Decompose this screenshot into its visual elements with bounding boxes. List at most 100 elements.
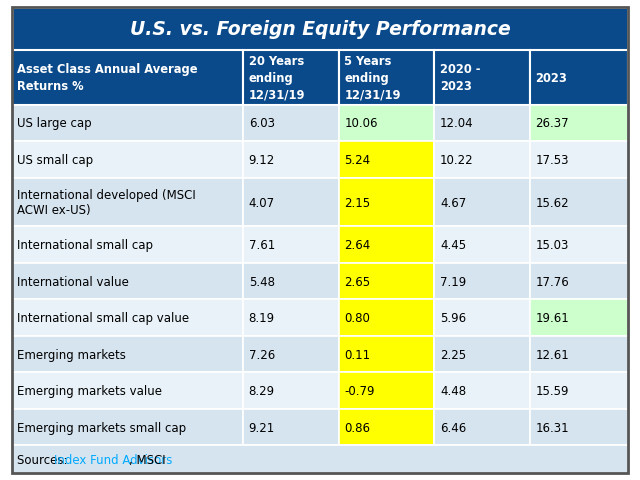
Bar	[434, 372, 530, 409]
Text: 6.46: 6.46	[440, 420, 466, 433]
Text: 15.59: 15.59	[536, 384, 569, 397]
Bar	[339, 409, 434, 445]
Bar	[434, 227, 530, 264]
Bar	[243, 372, 339, 409]
Text: 2020 -
2023: 2020 - 2023	[440, 63, 481, 93]
Text: 7.61: 7.61	[249, 239, 275, 252]
Text: 2.65: 2.65	[344, 275, 371, 288]
Text: 5.96: 5.96	[440, 312, 466, 324]
Text: -0.79: -0.79	[344, 384, 375, 397]
Bar	[530, 336, 628, 372]
Text: 5.24: 5.24	[344, 154, 371, 167]
Text: International small cap: International small cap	[17, 239, 154, 252]
Bar	[434, 336, 530, 372]
Bar	[243, 142, 339, 178]
Text: 6.03: 6.03	[249, 117, 275, 130]
Text: 0.80: 0.80	[344, 312, 370, 324]
Bar	[12, 336, 243, 372]
Text: Emerging markets value: Emerging markets value	[17, 384, 163, 397]
Text: 12.04: 12.04	[440, 117, 474, 130]
Bar	[339, 50, 434, 106]
Text: 2.15: 2.15	[344, 196, 371, 209]
Bar	[12, 227, 243, 264]
Bar	[12, 50, 243, 106]
Text: US small cap: US small cap	[17, 154, 93, 167]
Bar	[434, 50, 530, 106]
Bar	[12, 409, 243, 445]
Bar	[530, 227, 628, 264]
Text: 0.86: 0.86	[344, 420, 371, 433]
Text: Emerging markets: Emerging markets	[17, 348, 126, 361]
Bar	[434, 178, 530, 227]
Text: 4.67: 4.67	[440, 196, 466, 209]
Bar	[243, 336, 339, 372]
Bar	[12, 106, 243, 142]
Text: 8.29: 8.29	[249, 384, 275, 397]
Bar	[530, 106, 628, 142]
Bar	[339, 300, 434, 336]
Text: Index Fund Advisors: Index Fund Advisors	[54, 453, 172, 466]
Text: 26.37: 26.37	[536, 117, 569, 130]
Text: 2.64: 2.64	[344, 239, 371, 252]
Text: 4.48: 4.48	[440, 384, 466, 397]
Bar	[530, 372, 628, 409]
Text: 7.19: 7.19	[440, 275, 466, 288]
Bar	[434, 300, 530, 336]
Bar	[12, 8, 628, 50]
Text: 2023: 2023	[536, 72, 568, 84]
Bar	[434, 142, 530, 178]
Text: 8.19: 8.19	[249, 312, 275, 324]
Text: U.S. vs. Foreign Equity Performance: U.S. vs. Foreign Equity Performance	[130, 20, 510, 39]
Bar	[339, 336, 434, 372]
Bar	[243, 264, 339, 300]
Bar	[339, 227, 434, 264]
Bar	[12, 300, 243, 336]
Bar	[243, 227, 339, 264]
Text: 4.45: 4.45	[440, 239, 466, 252]
Bar	[243, 300, 339, 336]
Bar	[243, 178, 339, 227]
Bar	[530, 300, 628, 336]
Text: Emerging markets small cap: Emerging markets small cap	[17, 420, 186, 433]
Text: International developed (MSCI
ACWI ex-US): International developed (MSCI ACWI ex-US…	[17, 189, 196, 216]
Text: 0.11: 0.11	[344, 348, 371, 361]
Text: 4.07: 4.07	[249, 196, 275, 209]
Text: 15.03: 15.03	[536, 239, 569, 252]
Bar	[530, 409, 628, 445]
Text: 16.31: 16.31	[536, 420, 569, 433]
Text: 9.12: 9.12	[249, 154, 275, 167]
Bar	[339, 106, 434, 142]
Bar	[243, 409, 339, 445]
Text: 5.48: 5.48	[249, 275, 275, 288]
Bar	[243, 50, 339, 106]
Bar	[530, 178, 628, 227]
Bar	[12, 372, 243, 409]
Text: 17.76: 17.76	[536, 275, 569, 288]
Bar	[530, 142, 628, 178]
Text: 17.53: 17.53	[536, 154, 569, 167]
Text: 15.62: 15.62	[536, 196, 569, 209]
Bar	[434, 409, 530, 445]
Bar	[434, 264, 530, 300]
Text: 7.26: 7.26	[249, 348, 275, 361]
Text: 2.25: 2.25	[440, 348, 466, 361]
Bar	[12, 445, 628, 473]
Text: 5 Years
ending
12/31/19: 5 Years ending 12/31/19	[344, 55, 401, 101]
Text: Sources:: Sources:	[17, 453, 72, 466]
Text: 19.61: 19.61	[536, 312, 569, 324]
Bar	[339, 264, 434, 300]
Text: 10.22: 10.22	[440, 154, 474, 167]
Bar	[434, 106, 530, 142]
Bar	[339, 372, 434, 409]
Bar	[339, 178, 434, 227]
Text: Asset Class Annual Average
Returns %: Asset Class Annual Average Returns %	[17, 63, 198, 93]
Text: , MSCI: , MSCI	[129, 453, 166, 466]
Text: 9.21: 9.21	[249, 420, 275, 433]
Bar	[243, 106, 339, 142]
Text: 10.06: 10.06	[344, 117, 378, 130]
Text: International small cap value: International small cap value	[17, 312, 189, 324]
Bar	[12, 264, 243, 300]
Bar	[530, 264, 628, 300]
Text: 20 Years
ending
12/31/19: 20 Years ending 12/31/19	[249, 55, 305, 101]
Text: 12.61: 12.61	[536, 348, 569, 361]
